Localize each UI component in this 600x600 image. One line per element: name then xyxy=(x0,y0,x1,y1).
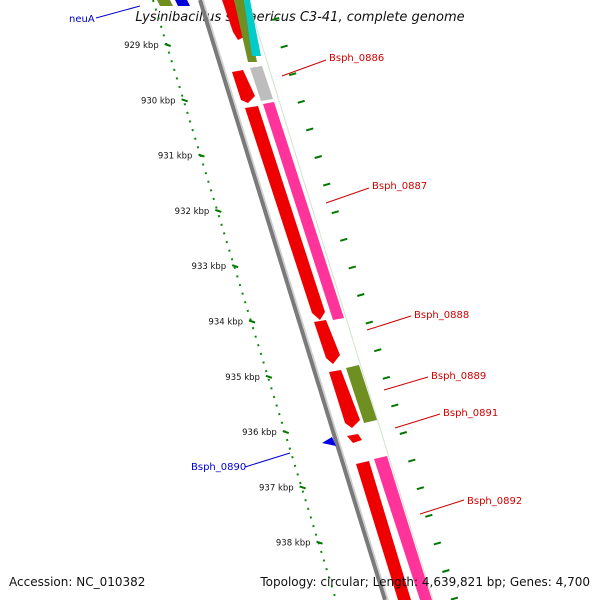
scale-tick-mark xyxy=(265,374,273,379)
leader-bsph0887 xyxy=(325,187,370,204)
right-tick-mark xyxy=(416,486,425,491)
gene-block-bsph0889 xyxy=(329,370,360,428)
right-tick-marks xyxy=(271,17,459,600)
scale-tick-label: 932 kbp xyxy=(175,207,210,217)
right-tick-mark xyxy=(399,431,408,435)
scale-tick-mark xyxy=(215,208,222,213)
scale-tick-mark xyxy=(181,98,188,103)
right-tick-mark xyxy=(297,99,305,104)
leader-bsph0886 xyxy=(281,59,327,77)
gene-block-bsph0888 xyxy=(314,320,340,364)
scale-tick-label: 931 kbp xyxy=(158,152,193,162)
gene-label-bsph0892: Bsph_0892 xyxy=(467,496,522,507)
right-tick-mark xyxy=(450,596,459,600)
gene-block-bsph0886-gray xyxy=(250,66,273,101)
map-title: Lysinibacillus sphaericus C3-41, complet… xyxy=(135,10,465,25)
scale-tick-mark xyxy=(316,540,323,545)
gene-labels: neuA Bsph_0886 Bsph_0887 Bsph_0888 Bsph_… xyxy=(69,14,522,507)
dotted-scale xyxy=(152,0,337,600)
right-tick-mark xyxy=(433,541,442,546)
leader-bsph0890 xyxy=(244,452,291,468)
gene-block-neuA xyxy=(157,0,173,6)
gene-block-bsph0887 xyxy=(245,106,325,320)
right-tick-mark xyxy=(391,403,399,408)
gene-label-bsph0887: Bsph_0887 xyxy=(372,181,427,192)
gene-block-bsph0890 xyxy=(322,437,336,446)
leader-bsph0891 xyxy=(394,413,441,429)
scale-tick-mark xyxy=(299,485,306,490)
scale-tick-mark xyxy=(248,319,256,324)
scale-tick-label: 936 kbp xyxy=(242,428,277,438)
right-tick-mark xyxy=(356,293,365,297)
gene-label-bsph0891: Bsph_0891 xyxy=(443,408,498,419)
scale-tick-label: 929 kbp xyxy=(124,41,159,51)
leader-bsph0892 xyxy=(419,499,465,515)
scale-ticks: 929 kbp 930 kbp 931 kbp 932 kbp 933 kbp 934 k… xyxy=(124,41,323,549)
scale-tick-label: 930 kbp xyxy=(141,96,176,106)
right-tick-mark xyxy=(442,569,450,573)
right-tick-mark xyxy=(339,237,348,242)
right-tick-mark xyxy=(314,155,322,159)
right-tick-mark xyxy=(374,348,382,353)
gene-block-top-red xyxy=(222,0,246,40)
feature-blocks xyxy=(157,0,432,600)
gene-block-neuA-blue xyxy=(175,0,190,6)
right-tick-mark xyxy=(271,17,280,21)
scale-tick-label: 938 kbp xyxy=(276,539,311,549)
right-tick-mark xyxy=(288,72,297,77)
right-tick-mark xyxy=(408,458,416,463)
right-tick-mark xyxy=(322,182,331,187)
gene-block-top-cyan xyxy=(244,0,261,56)
right-tick-mark xyxy=(348,265,357,270)
gene-label-bsph0889: Bsph_0889 xyxy=(431,371,486,382)
scale-tick-label: 934 kbp xyxy=(208,318,243,328)
gene-block-bsph0892-magenta xyxy=(374,456,432,600)
outer-ruler-line xyxy=(247,0,434,600)
scale-tick-mark xyxy=(282,430,290,435)
right-tick-mark xyxy=(331,210,340,215)
gene-block-bsph0886 xyxy=(232,70,255,103)
right-tick-mark xyxy=(365,320,374,325)
scale-tick-label: 935 kbp xyxy=(225,373,260,383)
gene-label-bsph0890: Bsph_0890 xyxy=(191,462,246,473)
label-leader-lines xyxy=(95,5,465,515)
leader-neuA xyxy=(95,5,141,19)
right-tick-mark xyxy=(382,375,391,380)
scale-tick-label: 933 kbp xyxy=(192,262,227,272)
right-tick-mark xyxy=(280,44,288,49)
right-tick-mark xyxy=(305,127,314,132)
gene-label-bsph0888: Bsph_0888 xyxy=(414,310,469,321)
summary-text: Topology: circular; Length: 4,639,821 bp… xyxy=(260,575,590,589)
right-tick-mark xyxy=(425,513,433,518)
leader-bsph0888 xyxy=(366,315,412,331)
gene-block-bsph0891 xyxy=(347,434,362,443)
accession-text: Accession: NC_010382 xyxy=(9,575,146,589)
scale-tick-mark xyxy=(231,264,239,269)
leader-bsph0889 xyxy=(383,376,429,391)
scale-tick-mark xyxy=(164,43,172,47)
scale-tick-mark xyxy=(198,153,205,158)
gene-block-bsph0887-magenta xyxy=(263,102,344,320)
gene-block-bsph0889-olive xyxy=(346,365,377,423)
gene-block-bsph0892 xyxy=(356,461,411,600)
backbone-shadow xyxy=(202,0,389,600)
gene-label-neuA: neuA xyxy=(69,14,95,25)
backbone xyxy=(198,0,387,600)
gene-label-bsph0886: Bsph_0886 xyxy=(329,53,384,64)
scale-tick-label: 937 kbp xyxy=(259,483,294,493)
